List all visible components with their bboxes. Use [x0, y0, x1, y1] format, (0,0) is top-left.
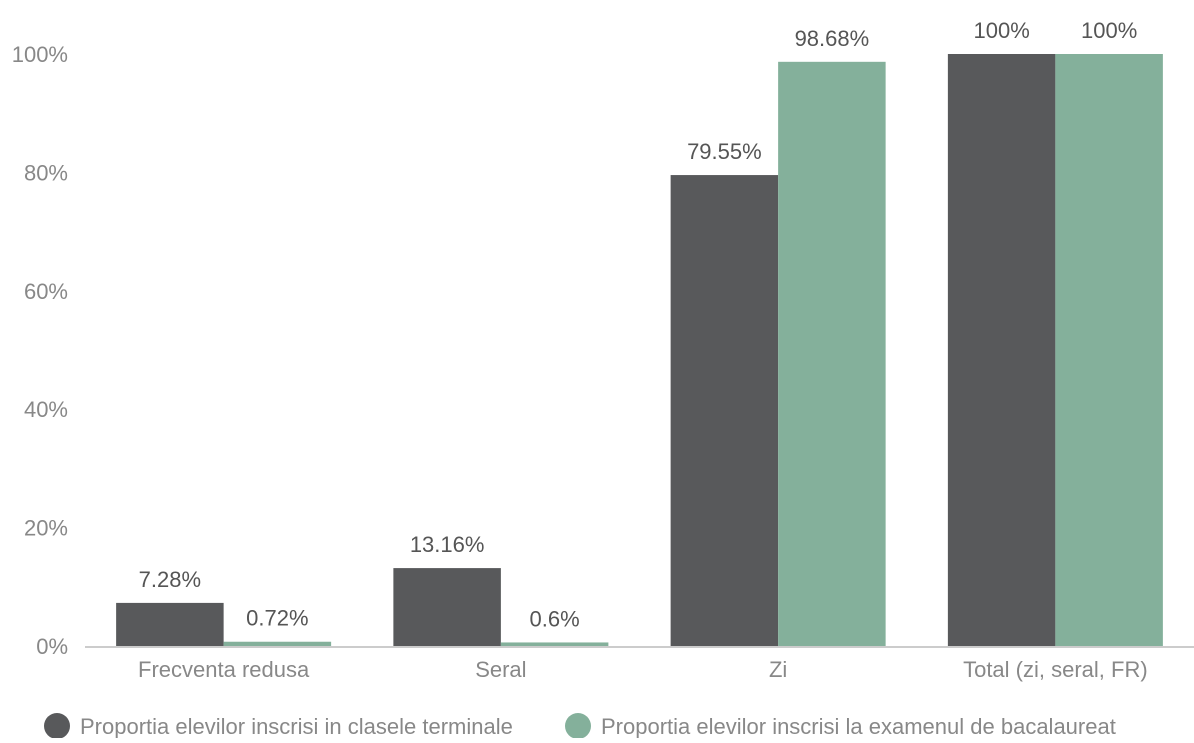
value-label: 100%: [1081, 18, 1137, 43]
value-label: 100%: [973, 18, 1029, 43]
legend-swatch: [565, 713, 591, 739]
value-label: 0.72%: [246, 606, 308, 631]
y-tick-label: 60%: [24, 279, 68, 304]
bar: [223, 641, 332, 646]
legend-label: Proportia elevilor inscrisi in clasele t…: [80, 714, 513, 738]
y-tick-label: 100%: [12, 42, 68, 67]
y-tick-label: 40%: [24, 397, 68, 422]
bars-group: [116, 54, 1163, 647]
y-tick-label: 0%: [36, 634, 68, 659]
legend: Proportia elevilor inscrisi in clasele t…: [44, 713, 1116, 739]
y-tick-label: 80%: [24, 160, 68, 185]
value-label: 98.68%: [795, 26, 870, 51]
category-label: Total (zi, seral, FR): [963, 657, 1148, 682]
bar: [947, 54, 1056, 646]
bar: [393, 568, 501, 646]
y-tick-label: 20%: [24, 516, 68, 541]
bar: [500, 642, 609, 646]
value-label: 0.6%: [530, 606, 580, 631]
value-label: 7.28%: [139, 567, 201, 592]
category-label: Seral: [475, 657, 526, 682]
bar: [116, 602, 224, 646]
category-label: Zi: [769, 657, 787, 682]
bar: [1055, 54, 1163, 646]
category-label: Frecventa redusa: [138, 657, 310, 682]
bar: [670, 175, 779, 646]
value-labels-group: 7.28% 0.72% 13.16% 0.6% 79.55% 98.68% 100% 100%: [139, 18, 1138, 631]
y-axis-ticks: 0% 20% 40% 60% 80% 100%: [12, 42, 68, 659]
bar: [778, 61, 886, 647]
value-label: 13.16%: [410, 532, 485, 557]
value-label: 79.55%: [687, 139, 762, 164]
category-labels-group: Frecventa redusa Seral Zi Total (zi, seral,…: [138, 657, 1148, 682]
legend-swatch: [44, 713, 70, 739]
legend-label: Proportia elevilor inscrisi la examenul …: [601, 714, 1116, 738]
